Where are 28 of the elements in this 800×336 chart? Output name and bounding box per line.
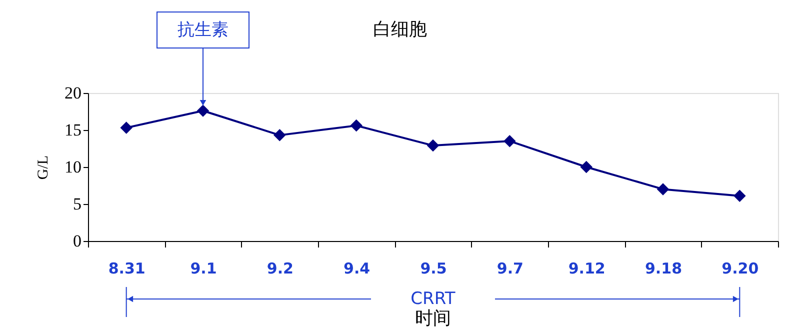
- point: [196, 104, 210, 117]
- point: [274, 129, 286, 142]
- y-tick-label: 15: [64, 120, 82, 140]
- y-tick-label: 10: [64, 158, 82, 176]
- point: [426, 139, 440, 152]
- point: [350, 119, 362, 132]
- y-tick-label: 0: [73, 232, 82, 250]
- point: [734, 190, 746, 202]
- y-tick-label: 5: [73, 194, 82, 214]
- x-tick-label: 8.31: [108, 260, 146, 278]
- x-tick-label: 9.4: [344, 260, 370, 278]
- x-tick-label: 9.1: [190, 260, 217, 278]
- point: [656, 183, 670, 196]
- point: [120, 122, 132, 134]
- x-tick-label: 9.18: [644, 260, 682, 278]
- x-tick-label: 9.2: [266, 260, 294, 278]
- x-tick-label: 9.7: [496, 260, 524, 278]
- x-tick-label: 9.12: [568, 260, 606, 278]
- x-tick-label: 9.5: [420, 260, 447, 278]
- y-axis-title: G/L: [36, 155, 52, 180]
- text: CRRT: [410, 289, 456, 309]
- annotation: 抗生素: [178, 20, 228, 40]
- y-tick-label: 20: [64, 84, 82, 102]
- point: [504, 134, 516, 148]
- x-tick-label: 9.20: [722, 260, 759, 278]
- point: [580, 160, 592, 174]
- chart-title: 白细胞: [373, 19, 427, 40]
- x-axis-title: 时间: [415, 308, 451, 329]
